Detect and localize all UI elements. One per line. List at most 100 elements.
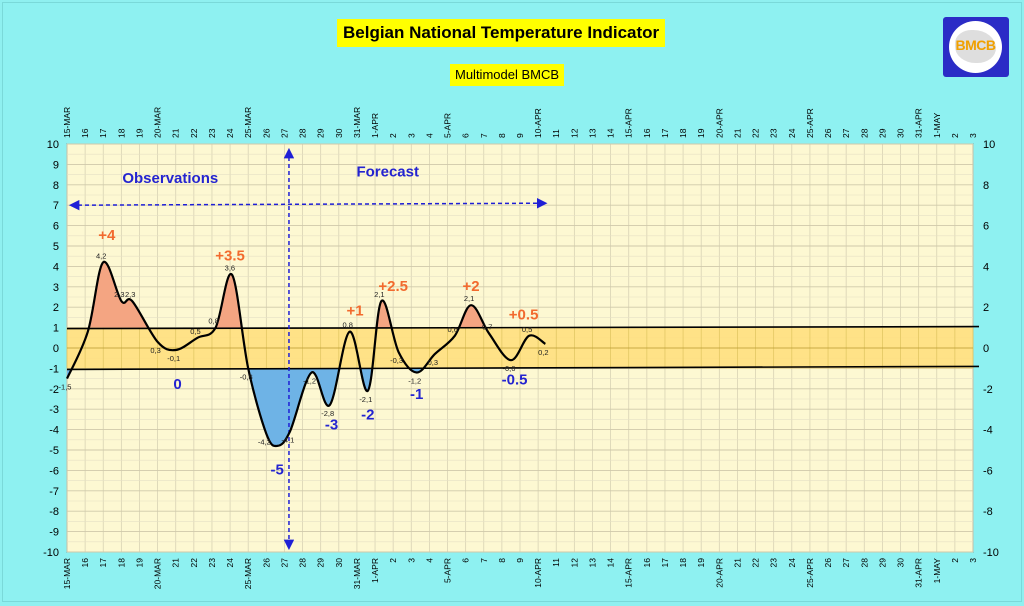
x-tick-label-bottom: 23: [769, 558, 779, 568]
x-tick-label-top: 21: [171, 128, 181, 138]
x-tick-label-bottom: 15-MAR: [62, 558, 72, 589]
y-tick-label-right: 6: [983, 221, 989, 233]
x-tick-label-bottom: 26: [261, 558, 271, 568]
x-tick-label-bottom: 30: [334, 558, 344, 568]
x-tick-label-top: 1-APR: [370, 113, 380, 138]
point-label: -0,1: [167, 354, 180, 363]
x-tick-label-bottom: 22: [751, 558, 761, 568]
x-tick-label-bottom: 14: [606, 558, 616, 568]
logo-text: BMCB: [955, 37, 997, 53]
x-tick-label-top: 29: [877, 128, 887, 138]
x-tick-label-bottom: 24: [225, 558, 235, 568]
x-tick-label-top: 20-MAR: [153, 107, 163, 138]
x-tick-label-top: 22: [189, 128, 199, 138]
x-tick-label-top: 18: [678, 128, 688, 138]
point-label: 0,2: [538, 348, 548, 357]
x-tick-label-bottom: 31-APR: [914, 558, 924, 588]
x-tick-label-top: 12: [569, 128, 579, 138]
y-tick-label-left: 1: [53, 323, 59, 335]
y-tick-label-left: -4: [49, 425, 59, 437]
y-tick-label-left: 3: [53, 282, 59, 294]
x-tick-label-bottom: 10-APR: [533, 558, 543, 588]
warm-anomaly-group: [67, 262, 546, 328]
x-tick-label-bottom: 5-APR: [443, 558, 453, 583]
y-tick-label-left: 0: [53, 343, 59, 355]
point-label: -2,1: [359, 395, 372, 404]
x-tick-label-top: 31-APR: [914, 108, 924, 138]
x-tick-label-top: 20-APR: [714, 108, 724, 138]
x-tick-label-top: 23: [207, 128, 217, 138]
x-tick-label-bottom: 11: [551, 558, 561, 567]
point-label: 3,6: [225, 264, 235, 273]
x-tick-label-top: 2: [950, 133, 960, 138]
chart-subtitle: Multimodel BMCB: [450, 64, 565, 86]
point-label: 0,3: [150, 346, 160, 355]
x-tick-label-top: 7: [479, 133, 489, 138]
x-tick-label-top: 27: [279, 128, 289, 138]
x-tick-label-bottom: 7: [479, 558, 489, 563]
y-tick-label-right: -10: [983, 547, 999, 559]
annotation-label: -0.5: [502, 372, 528, 389]
series-layer: [65, 261, 546, 448]
x-tick-label-bottom: 3: [406, 558, 416, 563]
y-tick-label-left: 8: [53, 180, 59, 192]
x-tick-label-top: 11: [551, 129, 561, 138]
x-tick-label-bottom: 4: [424, 558, 434, 563]
x-tick-label-bottom: 28: [298, 558, 308, 568]
point-labels: -1,5 4,2 2,3 2,3 0,3 -0,1 0,5 0,8 3,6 -0,8 -4,2 -4,…: [59, 251, 549, 446]
x-tick-label-top: 19: [696, 128, 706, 138]
point-label: 0,8: [208, 317, 218, 326]
x-tick-label-top: 28: [859, 128, 869, 138]
x-tick-label-top: 2: [388, 133, 398, 138]
x-tick-label-top: 18: [116, 128, 126, 138]
point-label: 2,3: [125, 290, 135, 299]
point-label: 0,5: [522, 325, 532, 334]
x-tick-label-top: 28: [298, 128, 308, 138]
point-label: 0,6: [448, 325, 458, 334]
x-tick-label-bottom: 25-APR: [805, 558, 815, 588]
x-tick-label-bottom: 18: [116, 558, 126, 568]
annotation-label: -1: [410, 386, 423, 403]
y-tick-label-left: -3: [49, 404, 59, 416]
x-tick-label-bottom: 30: [896, 558, 906, 568]
y-tick-label-left: 2: [53, 302, 59, 314]
x-tick-label-top: 30: [334, 128, 344, 138]
point-label: 2,1: [374, 290, 384, 299]
x-tick-label-top: 13: [587, 128, 597, 138]
x-tick-label-top: 26: [261, 128, 271, 138]
y-tick-label-left: 9: [53, 159, 59, 171]
point-label: 2,3: [114, 290, 124, 299]
x-tick-label-top: 4: [424, 133, 434, 138]
x-tick-label-bottom: 20-APR: [714, 558, 724, 588]
point-label: -4,2: [258, 438, 271, 447]
y-tick-label-right: 2: [983, 302, 989, 314]
x-tick-label-bottom: 18: [678, 558, 688, 568]
y-tick-label-left: -6: [49, 465, 59, 477]
x-tick-label-bottom: 27: [841, 558, 851, 568]
x-tick-label-bottom: 17: [98, 558, 108, 568]
x-tick-label-top: 6: [461, 133, 471, 138]
y-tick-label-left: -8: [49, 506, 59, 518]
x-tick-label-bottom: 26: [823, 558, 833, 568]
point-label: -0,3: [390, 356, 403, 365]
x-tick-label-bottom: 1-APR: [370, 558, 380, 583]
x-tick-label-top: 22: [751, 128, 761, 138]
x-tick-label-top: 3: [968, 133, 978, 138]
temperature-chart: -1,5 4,2 2,3 2,3 0,3 -0,1 0,5 0,8 3,6 -0,8 -4,2 -4,…: [43, 107, 999, 589]
x-tick-label-bottom: 22: [189, 558, 199, 568]
x-tick-label-top: 15-MAR: [62, 107, 72, 138]
x-tick-label-top: 5-APR: [443, 113, 453, 138]
y-tick-label-left: -9: [49, 527, 59, 539]
x-tick-label-top: 9: [515, 133, 525, 138]
y-tick-label-left: 7: [53, 200, 59, 212]
x-tick-label-top: 17: [98, 128, 108, 138]
x-tick-label-bottom: 6: [461, 558, 471, 563]
x-tick-label-bottom: 15-APR: [624, 558, 634, 588]
x-tick-label-bottom: 19: [696, 558, 706, 568]
bmcb-logo: BMCB: [943, 17, 1009, 77]
annotation-label: +2: [463, 278, 480, 295]
point-label: 0,3: [428, 358, 438, 367]
point-label: -1,5: [59, 383, 72, 392]
x-tick-label-top: 8: [497, 133, 507, 138]
annotation-label: Observations: [122, 170, 218, 187]
